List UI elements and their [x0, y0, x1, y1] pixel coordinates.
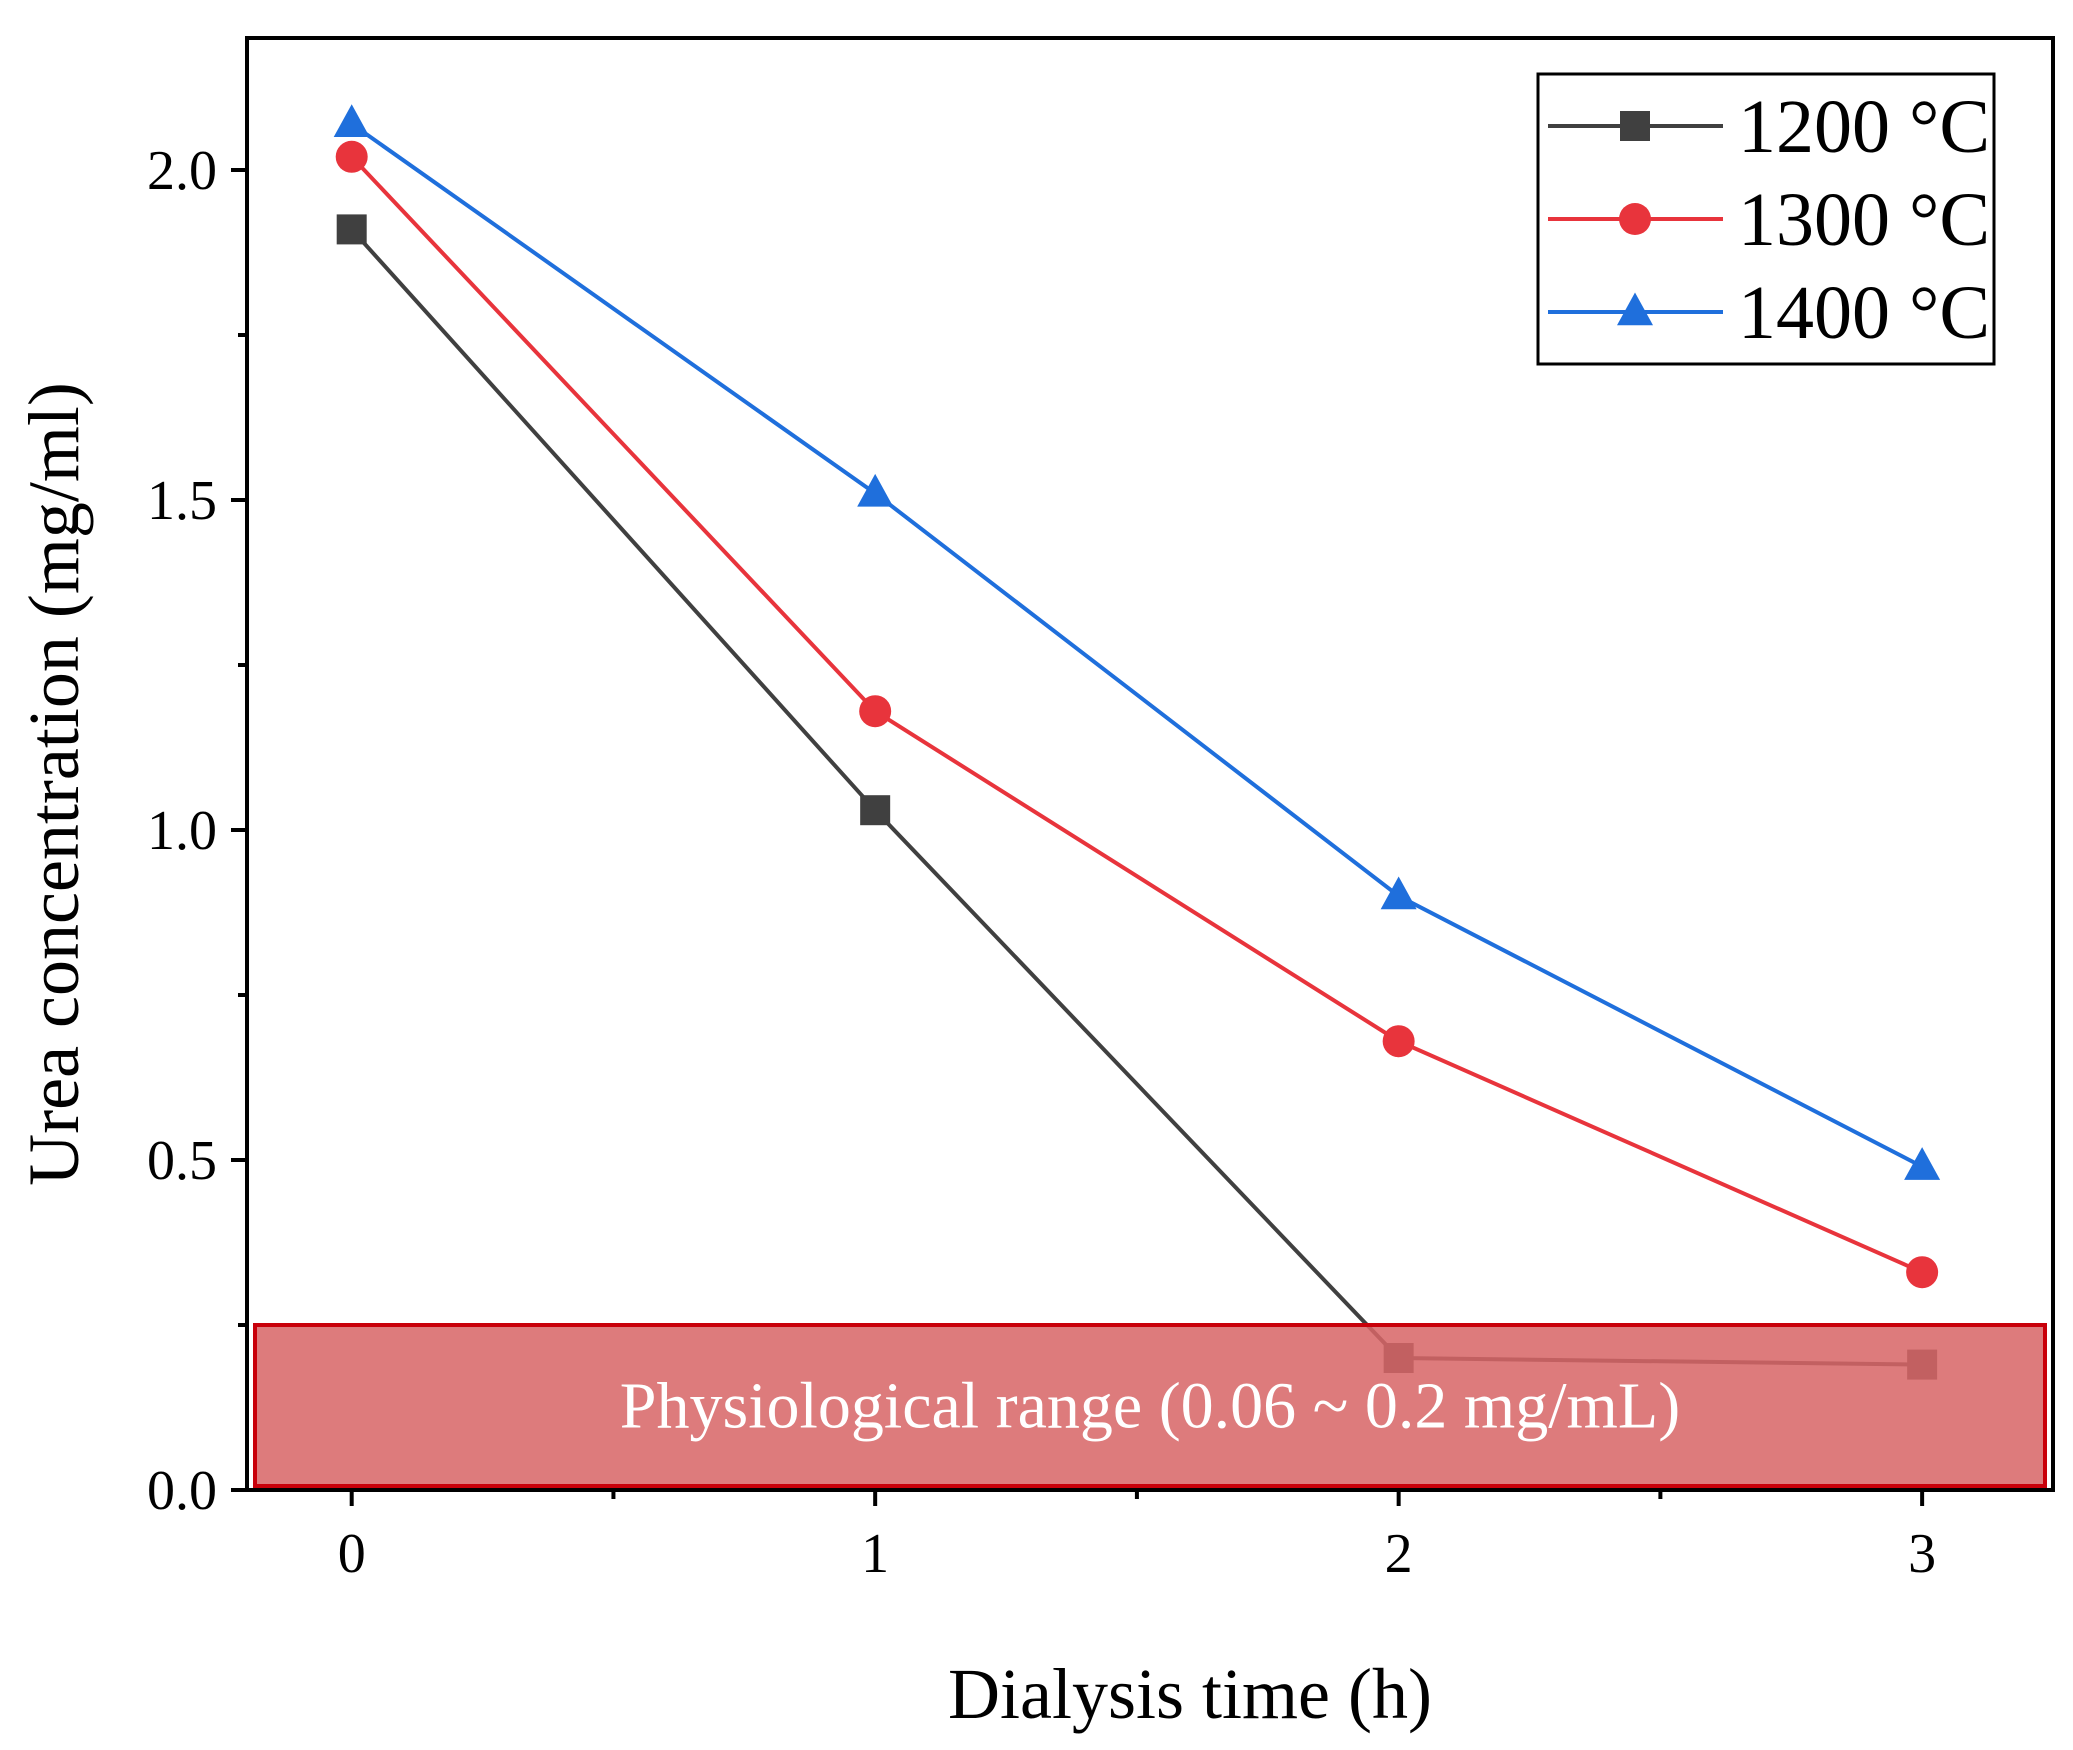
- physiological-range-label: Physiological range (0.06 ~ 0.2 mg/mL): [620, 1370, 1680, 1443]
- legend-marker-2: [1619, 203, 1651, 235]
- x-axis-title: Dialysis time (h): [948, 1654, 1432, 1734]
- data-point-s3-4: [1904, 1147, 1941, 1180]
- y-tick-label-2: 1.0: [147, 800, 217, 862]
- x-tick-label-0: 0: [338, 1523, 366, 1585]
- legend-marker-3: [1617, 292, 1653, 326]
- plot-frame: [245, 36, 2055, 1492]
- legend-marker-1: [1620, 111, 1650, 141]
- x-tick-label-3: 3: [1908, 1523, 1936, 1585]
- data-point-s3-1: [333, 104, 370, 138]
- y-axis-title: Urea concentration (mg/ml): [14, 382, 94, 1186]
- data-point-s1-2: [860, 795, 891, 826]
- x-tick-label-2: 2: [1385, 1523, 1413, 1585]
- legend-label-2: 1300 °C: [1738, 178, 1990, 262]
- data-point-s2-1: [335, 140, 368, 173]
- data-point-s3-3: [1380, 876, 1417, 910]
- x-tick-label-1: 1: [861, 1523, 889, 1585]
- y-tick-label-3: 1.5: [147, 470, 217, 532]
- data-point-s3-2: [857, 473, 894, 507]
- series-line-2: [350, 155, 1923, 1275]
- data-point-s1-1: [336, 214, 367, 245]
- legend-label-1: 1200 °C: [1738, 85, 1990, 169]
- physiological-range-band: [253, 1323, 2047, 1488]
- series-line-3: [350, 122, 1924, 1169]
- data-point-s2-3: [1382, 1025, 1415, 1058]
- legend-label-3: 1400 °C: [1738, 271, 1990, 355]
- data-point-s2-4: [1906, 1256, 1939, 1289]
- series-line-1: [350, 228, 1923, 1367]
- y-tick-label-1: 0.5: [147, 1130, 217, 1192]
- data-point-s2-2: [859, 695, 892, 728]
- y-tick-label-4: 2.0: [147, 140, 217, 202]
- y-tick-label-0: 0.0: [147, 1460, 217, 1522]
